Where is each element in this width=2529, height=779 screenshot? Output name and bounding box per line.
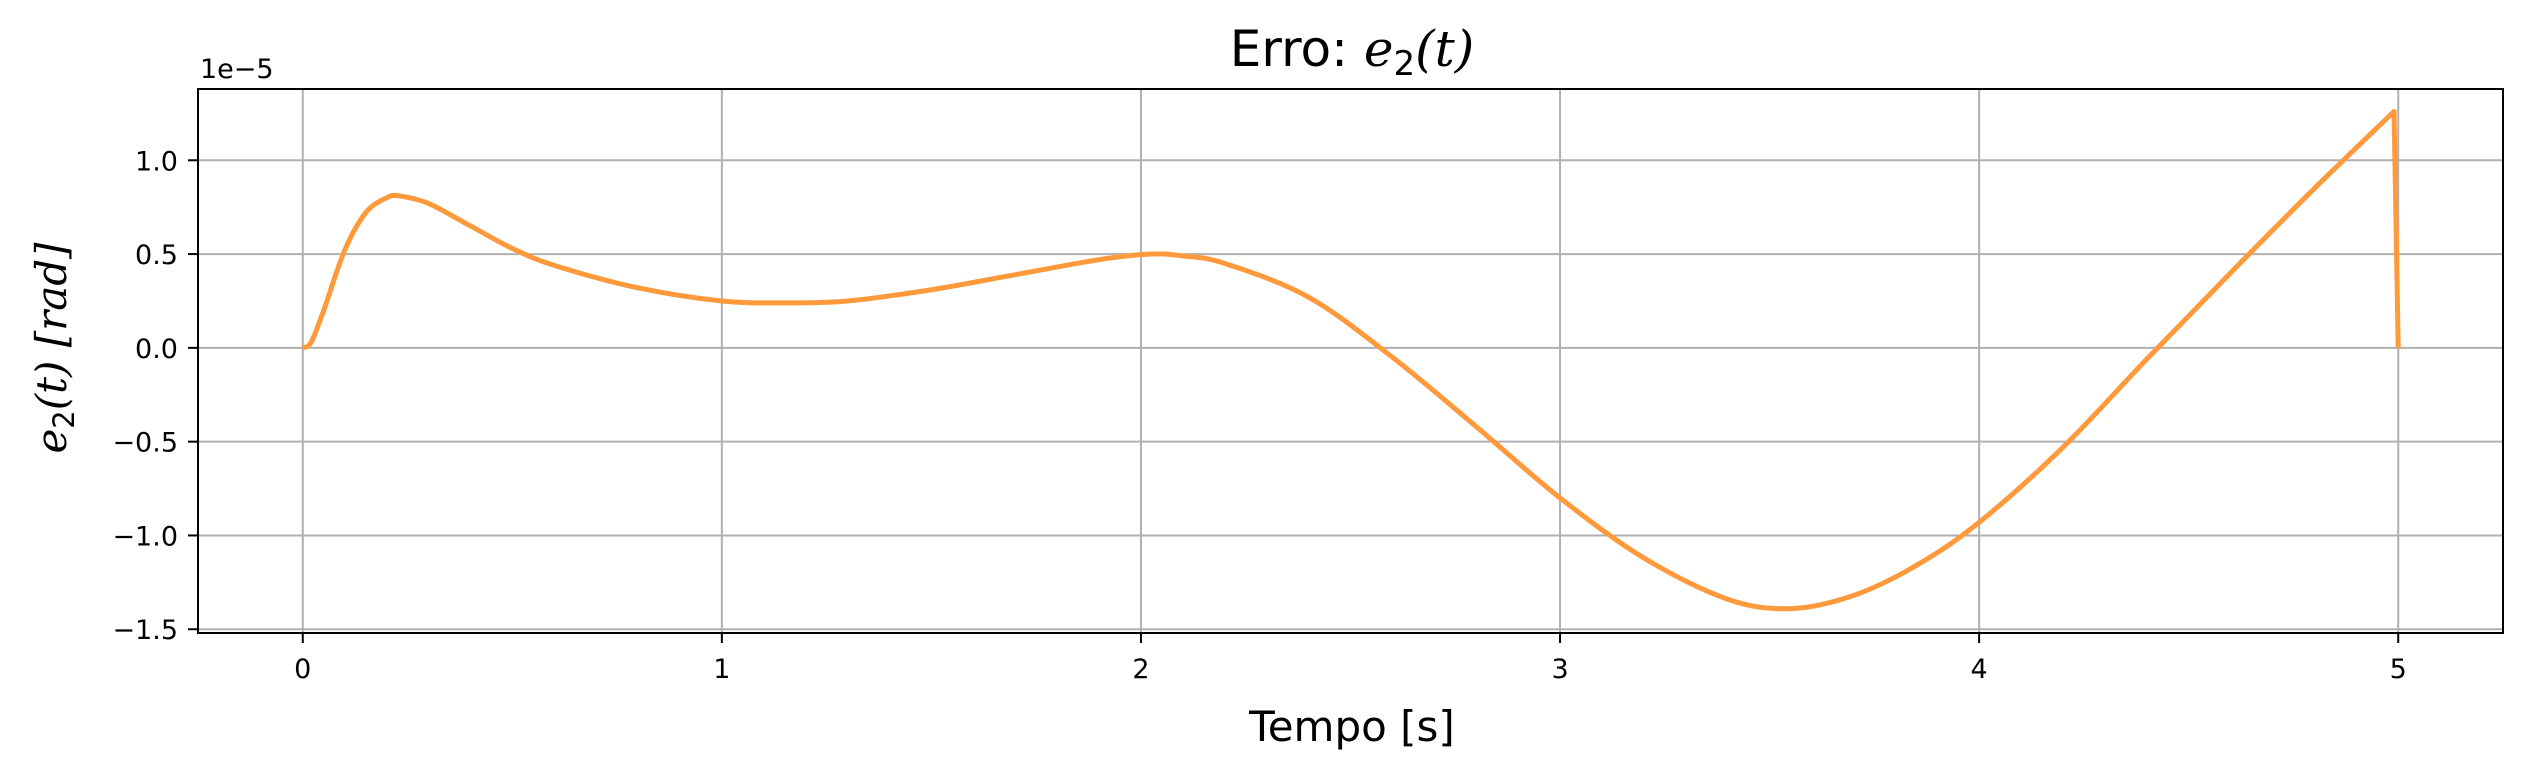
x-tick-label: 2 [1132, 654, 1149, 685]
x-axis-title: Tempo [s] [1248, 702, 1455, 751]
plot-frame [197, 88, 2504, 634]
x-ticks: 0 1 2 3 4 5 [294, 633, 2407, 685]
y-offset-label: 1e−5 [200, 54, 274, 85]
y-ticks: 1.0 0.5 0.0 −0.5 −1.0 −1.5 [112, 146, 198, 646]
y-tick-label: −1.5 [112, 615, 178, 646]
grid-lines [198, 89, 2503, 633]
series-group [301, 109, 2401, 612]
x-tick-label: 3 [1551, 654, 1568, 685]
x-tick-label: 1 [713, 654, 730, 685]
chart-title: Erro: e2(t) [1230, 20, 1474, 84]
y-tick-label: −1.0 [112, 521, 178, 552]
x-tick-label: 0 [294, 654, 311, 685]
x-tick-label: 4 [1971, 654, 1988, 685]
x-tick-label: 5 [2390, 654, 2407, 685]
y-tick-label: −0.5 [112, 428, 178, 459]
y-tick-label: 0.5 [135, 240, 178, 271]
series-line [301, 109, 2401, 612]
y-axis-title: e2(t) [rad] [27, 242, 81, 454]
y-tick-label: 0.0 [135, 334, 178, 365]
y-tick-label: 1.0 [135, 146, 178, 177]
